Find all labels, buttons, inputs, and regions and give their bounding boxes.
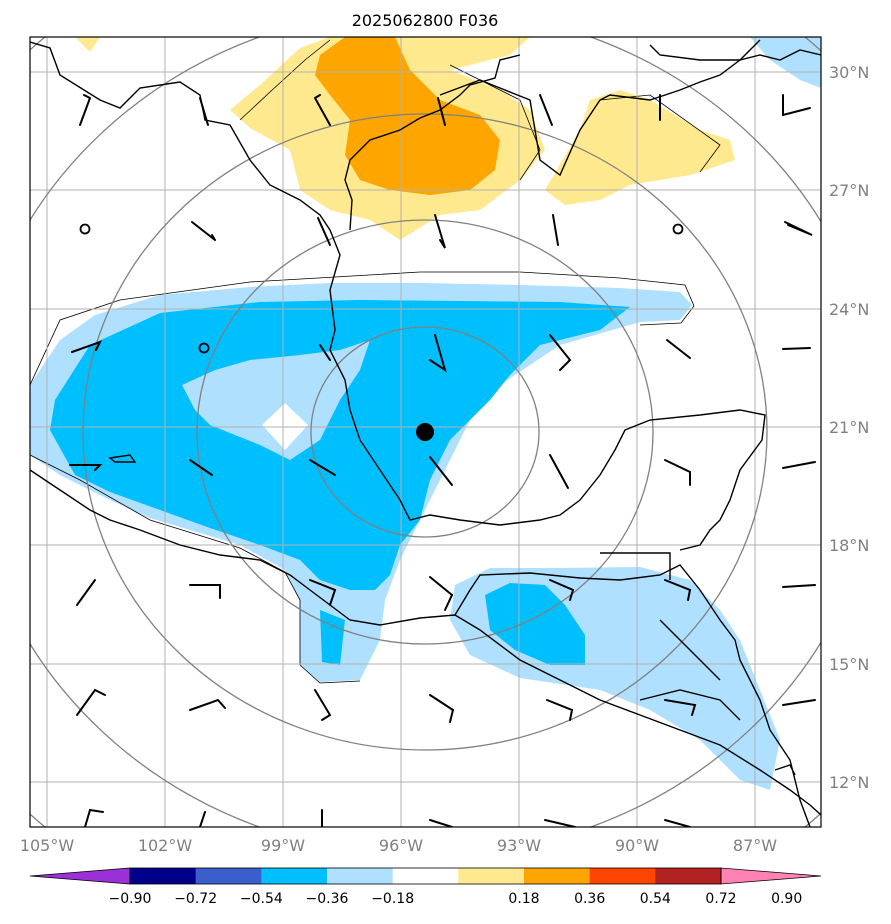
colorbar-segment [589,868,656,884]
colorbar-outline [129,867,722,885]
colorbar-tick-label: −0.18 [371,891,414,907]
graticule [30,37,821,827]
colorbar-segment [458,868,525,884]
colorbar-segment [327,868,394,884]
colorbar-tick-label: −0.72 [174,891,217,907]
colorbar-tick-label: −0.54 [240,891,283,907]
lon-label: 99°W [261,836,305,855]
wind-barbs [69,94,816,827]
colorbar-segment [524,868,591,884]
latitude-axis: 30°N 27°N 24°N 21°N 18°N 15°N 12°N [829,63,869,792]
colorbar-segment [655,868,722,884]
contour-orange [315,37,500,195]
lat-label: 30°N [829,63,869,82]
colorbar-tick-label: −0.36 [306,891,349,907]
colorbar-tick-label: −0.90 [109,891,152,907]
lon-label: 105°W [20,836,75,855]
colorbar-tick-label: 0.54 [640,891,671,907]
lon-label: 93°W [497,836,541,855]
colorbar-segment [392,868,459,884]
lon-label: 90°W [615,836,659,855]
lat-label: 27°N [829,181,869,200]
colorbar-segment [130,868,197,884]
contour-light-blue-ne [750,37,821,88]
longitude-axis: 105°W 102°W 99°W 96°W 93°W 90°W 87°W [20,836,777,855]
lat-label: 12°N [829,773,869,792]
lat-label: 24°N [829,300,869,319]
colorbar-extend-low [29,867,131,885]
colorbar-tick-label: 0.36 [574,891,605,907]
colorbar-segment [261,868,328,884]
colorbar-extend-high [720,867,822,885]
colorbar-tick-label: 0.72 [705,891,736,907]
colorbar-tick-label: 0.90 [771,891,802,907]
colorbar: −0.90 −0.72 −0.54 −0.36 −0.18 0.18 0.36 0.54 0.7… [29,867,822,907]
map-title: 2025062800 F036 [352,11,499,30]
colorbar-tick-label: 0.18 [508,891,539,907]
colorbar-segment [195,868,262,884]
lat-label: 15°N [829,655,869,674]
calm-wind-circles [79,223,684,354]
lon-label: 102°W [138,836,193,855]
lat-label: 18°N [829,536,869,555]
map-frame [29,36,822,828]
coastlines [30,39,821,827]
contour-light-blue-inner [182,340,370,460]
lon-label: 87°W [733,836,777,855]
lat-label: 21°N [829,418,869,437]
lon-label: 96°W [379,836,423,855]
storm-center-marker [416,423,434,441]
